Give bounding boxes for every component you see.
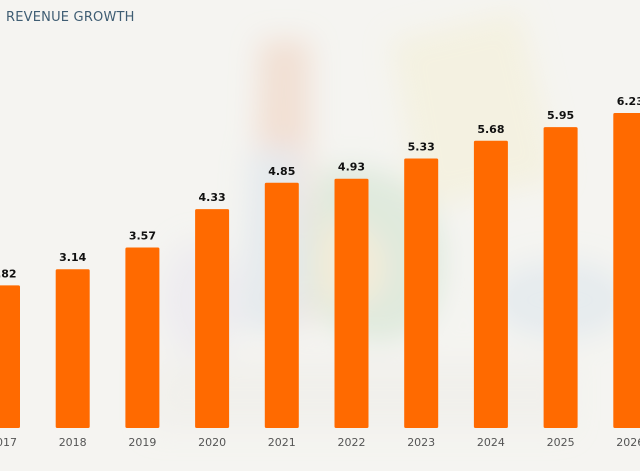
x-tick-label-2017: 2017 [0, 436, 17, 449]
chart-title: REVENUE GROWTH [6, 10, 135, 25]
bar-2019 [125, 247, 160, 428]
value-label-2019: 3.57 [129, 229, 156, 242]
value-label-2023: 5.33 [408, 141, 435, 154]
bar-2020 [195, 209, 230, 428]
bar-2026 [613, 113, 640, 428]
x-tick-label-2021: 2021 [268, 436, 296, 449]
x-tick-label-2026: 2026 [616, 436, 640, 449]
x-tick-label-2024: 2024 [477, 436, 505, 449]
value-label-2021: 4.85 [268, 165, 295, 178]
x-tick-label-2018: 2018 [59, 436, 87, 449]
x-tick-label-2022: 2022 [338, 436, 366, 449]
value-label-2024: 5.68 [477, 123, 504, 136]
bar-2017 [0, 285, 20, 428]
value-label-2018: 3.14 [59, 251, 86, 264]
bar-2023 [404, 158, 439, 428]
bar-2022 [334, 178, 369, 428]
value-label-2022: 4.93 [338, 161, 365, 174]
bar-2021 [264, 182, 299, 428]
value-label-2020: 4.33 [199, 191, 226, 204]
x-tick-label-2023: 2023 [407, 436, 435, 449]
bar-2025 [543, 127, 578, 429]
x-tick-label-2019: 2019 [128, 436, 156, 449]
x-tick-label-2025: 2025 [547, 436, 575, 449]
bar-2024 [473, 140, 508, 428]
x-tick-label-2020: 2020 [198, 436, 226, 449]
value-label-2026: 6.23 [617, 95, 640, 108]
value-label-2017: 2.82 [0, 267, 17, 280]
bar-2018 [55, 269, 90, 428]
value-label-2025: 5.95 [547, 109, 574, 122]
